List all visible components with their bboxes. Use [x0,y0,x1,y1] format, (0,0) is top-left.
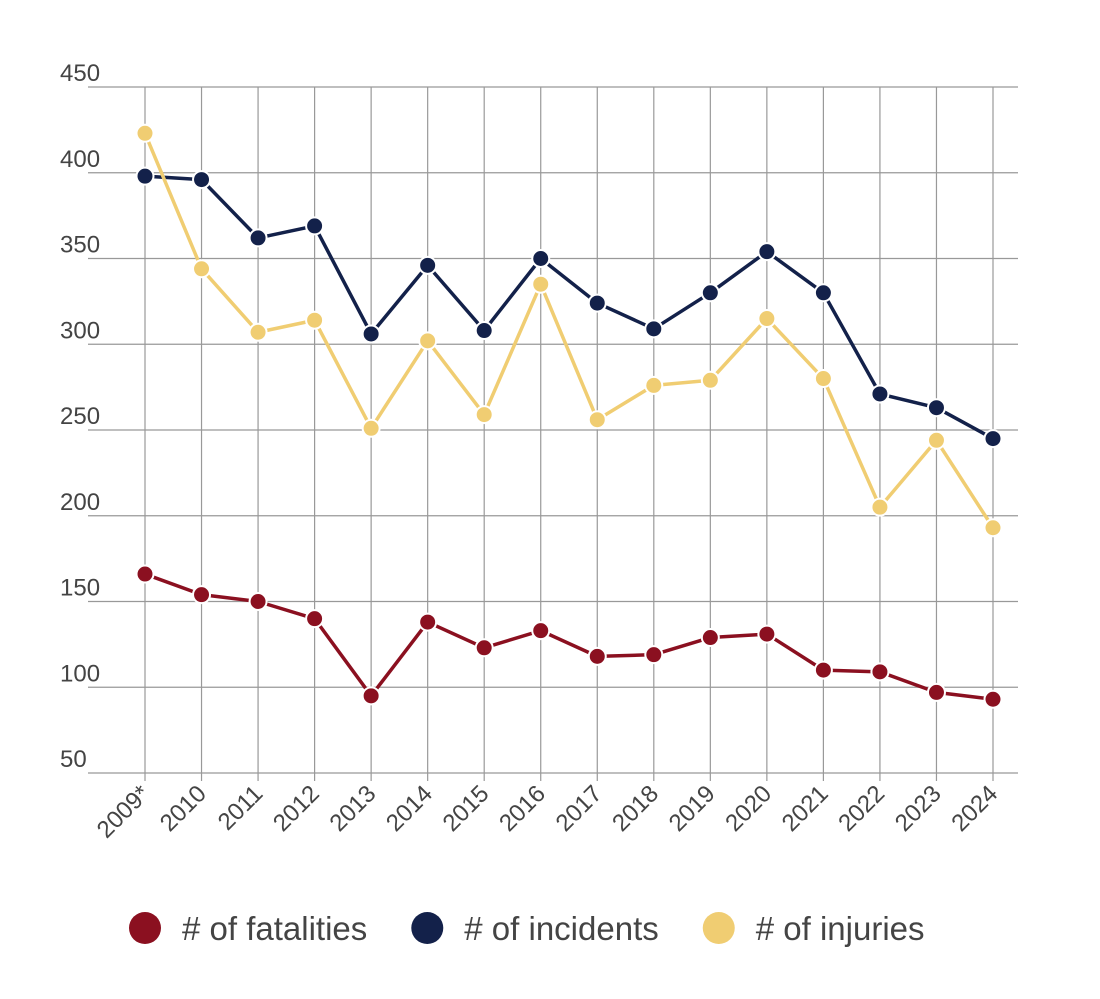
data-point [983,429,1003,449]
data-point [192,585,212,605]
data-point [531,621,551,641]
data-point [474,405,494,425]
data-point [983,689,1003,709]
data-point [587,646,607,666]
data-point [644,645,664,665]
data-point [474,321,494,341]
legend-marker [411,912,444,944]
x-tick-label: 2023 [890,780,947,837]
data-point [248,592,268,611]
data-point [813,660,833,680]
series-line [143,132,995,529]
data-point [248,228,268,248]
data-point [813,369,833,389]
data-point [644,375,664,395]
legend-marker [129,912,161,944]
data-point [757,624,777,644]
x-tick-label: 2009* [92,780,155,843]
legend-label: # of fatalities [182,910,367,947]
data-point [305,216,325,236]
data-point [813,283,833,303]
x-tick-label: 2014 [381,780,438,837]
legend-marker [702,912,735,944]
data-point [870,384,890,404]
y-tick-label: 50 [60,746,87,773]
data-point [926,682,946,702]
x-tick-label: 2015 [438,780,495,837]
series-line [144,174,994,441]
x-tick-label: 2020 [720,780,777,837]
data-point [983,518,1003,538]
data-point [361,324,381,344]
x-tick-label: 2017 [551,780,608,837]
x-tick-label: 2019 [664,780,721,837]
y-tick-label: 300 [60,317,100,344]
x-tick-label: 2022 [833,780,890,837]
data-point [700,283,720,303]
data-point [135,166,155,186]
x-tick-label: 2012 [268,780,325,837]
data-point [248,322,268,342]
data-point [135,123,155,143]
y-tick-label: 450 [60,60,100,87]
data-point [418,331,438,351]
series-line [144,572,994,701]
data-point [361,418,381,438]
data-point [700,370,720,390]
y-tick-label: 200 [60,489,100,516]
data-point [135,564,155,584]
legend-label: # of injuries [756,910,925,947]
data-point [587,293,607,313]
legend-label: # of incidents [464,910,658,947]
x-tick-label: 2024 [946,780,1003,837]
x-tick-label: 2018 [607,780,664,837]
data-point [757,309,777,329]
x-tick-label: 2011 [213,780,269,836]
data-point [926,430,946,450]
data-point [870,497,890,517]
y-tick-label: 350 [60,232,100,259]
data-point [418,255,438,275]
data-point [870,662,890,682]
x-tick-label: 2013 [325,780,382,837]
data-point [305,609,325,629]
data-point [644,319,664,339]
data-point [700,628,720,648]
y-tick-label: 100 [60,660,100,687]
y-tick-label: 250 [60,403,100,430]
data-point [474,638,494,658]
data-point [757,242,777,262]
data-point [361,686,381,706]
data-point [531,274,551,294]
data-point [418,612,438,632]
y-tick-label: 150 [60,575,100,602]
data-point [587,410,607,430]
data-point [192,259,212,279]
data-point [531,249,551,268]
x-tick-label: 2010 [155,780,212,837]
y-tick-label: 400 [60,146,100,173]
data-point [192,170,212,190]
data-point [305,310,325,330]
data-point [926,398,946,418]
x-tick-label: 2016 [494,780,551,837]
x-tick-label: 2021 [777,780,834,837]
